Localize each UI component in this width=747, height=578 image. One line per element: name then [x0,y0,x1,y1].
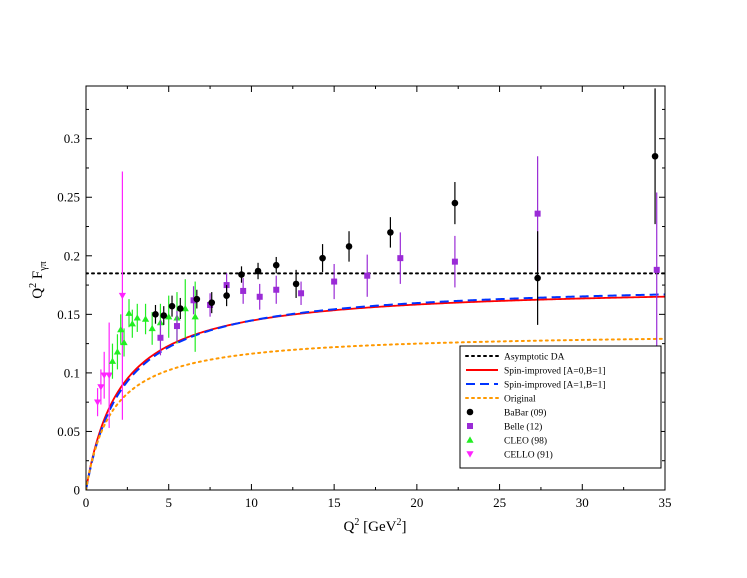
legend-label: CLEO (98) [504,436,547,447]
legend-label: Spin-improved [A=1,B=1] [504,381,606,391]
y-tick-label: 0 [74,483,81,498]
y-tick-label: 0.05 [57,424,80,439]
data-point [190,297,197,304]
data-point [451,258,458,265]
data-point [397,255,404,262]
legend-marker [466,408,474,416]
data-point [148,324,156,332]
data-point [364,272,371,279]
data-point [173,323,180,330]
x-axis-label-close: ] [401,519,406,535]
x-axis-label-base: Q [344,519,355,535]
data-point [331,278,338,285]
data-point [238,271,245,278]
data-point [254,267,262,275]
legend-label: Original [504,395,536,405]
legend-marker [466,436,474,443]
x-axis-label: Q2 [GeV2] [344,517,407,535]
data-point [387,229,394,236]
y-axis-label-base: Q [30,288,46,299]
data-point [273,286,280,293]
legend-label: CELLO (91) [504,450,553,461]
data-point [100,372,108,379]
legend-label: Belle (12) [504,422,542,433]
data-point [451,199,459,207]
legend-label: Asymptotic DA [504,353,565,363]
legend-label: BaBar (09) [504,408,546,419]
x-tick-label: 15 [328,495,341,510]
x-tick-label: 10 [245,495,258,510]
data-point [152,311,159,318]
curve-spin-improved-a-1-b-1- [86,293,665,490]
data-point [118,292,126,300]
y-axis-label-sub: γπ [38,261,49,271]
data-point [117,325,125,333]
data-point [157,334,164,341]
y-tick-label: 0.15 [57,307,80,322]
data-point [168,302,176,310]
data-point [160,312,168,319]
data-point [120,338,128,346]
x-axis-label-sup: 2 [354,517,359,528]
series-babar-09- [152,88,659,325]
data-point [256,293,263,300]
data-point [534,274,541,282]
y-axis-label-main: F [30,271,46,283]
x-tick-label: 30 [576,495,589,510]
data-point [125,309,133,316]
x-tick-label: 25 [493,495,506,510]
x-tick-label: 20 [410,495,423,510]
data-point [181,304,189,312]
data-point [191,313,199,320]
model-curves [86,272,665,490]
data-point [272,261,280,269]
data-point [193,295,201,303]
x-tick-label: 5 [165,495,172,510]
data-point [108,357,117,364]
curve-original [86,337,665,490]
y-tick-label: 0.3 [64,131,80,146]
x-axis-label-unit: [GeV [359,519,396,535]
y-axis-label-sup: 2 [28,283,39,288]
data-point [345,243,353,250]
data-point [105,372,113,379]
data-point [165,313,173,320]
legend-marker [466,451,474,458]
y-tick-label: 0.1 [64,365,80,380]
legend-box [459,345,662,469]
x-tick-label: 0 [83,495,90,510]
x-tick-label: 35 [659,495,672,510]
data-points [93,88,660,428]
data-point [653,266,660,273]
data-point [176,305,184,312]
series-cleo-98- [108,279,199,379]
data-point [208,299,216,306]
data-point [113,348,122,355]
series-cello-91- [93,171,126,428]
y-tick-label: 0.25 [57,190,80,205]
data-point [292,280,300,288]
data-point [133,314,141,321]
data-point [240,287,247,294]
legend: Asymptotic DA Spin-improved [A=0,B=1] Spin… [459,345,662,469]
data-point [534,210,541,217]
legend-label: Spin-improved [A=0,B=1] [504,367,606,377]
axis-ticks: 0 5 10 15 20 25 30 35 0 0.05 0.1 0.15 0.2 0.25 0.3 [57,86,672,510]
data-point [93,399,102,406]
data-point [141,315,150,322]
data-point [651,152,659,160]
data-point [319,254,326,262]
x-axis-label-unit-sup: 2 [396,517,401,528]
data-point [97,384,105,391]
data-point [223,292,230,299]
data-point [298,290,305,297]
legend-marker [467,423,473,429]
y-tick-label: 0.2 [64,248,80,263]
curve-spin-improved-a-0-b-1- [86,295,665,490]
y-axis-label: Q2 Fγπ [28,261,49,298]
data-point [128,320,136,327]
